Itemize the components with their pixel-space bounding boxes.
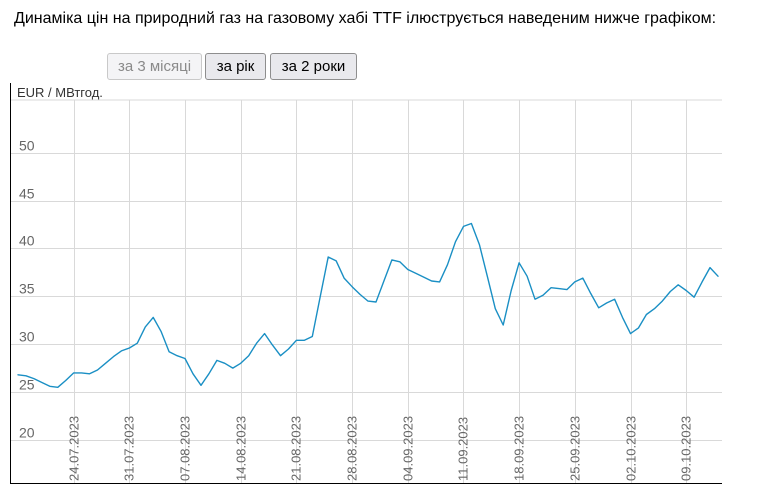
x-tick-label: 31.07.2023 xyxy=(122,416,137,481)
series-layer xyxy=(17,222,719,388)
x-tick-label: 18.09.2023 xyxy=(512,416,527,481)
x-tick-label: 14.08.2023 xyxy=(234,416,249,481)
x-tick-label: 09.10.2023 xyxy=(679,416,694,481)
y-tick-label: 35 xyxy=(19,281,35,297)
x-tick-label: 21.08.2023 xyxy=(289,416,304,481)
y-tick-label: 50 xyxy=(19,138,35,154)
intro-text: Динаміка цін на природний газ на газовом… xyxy=(14,10,717,27)
series-line xyxy=(17,222,719,388)
y-tick-label: 25 xyxy=(19,377,35,393)
x-tick-label: 02.10.2023 xyxy=(624,416,639,481)
y-tick-label: 40 xyxy=(19,233,35,249)
y-axis-unit-label: EUR / МВтгод. xyxy=(17,85,103,100)
x-tick-label: 28.08.2023 xyxy=(345,416,360,481)
y-tick-labels: 20 25 30 35 40 45 50 xyxy=(19,138,35,441)
grid-lines xyxy=(10,99,722,483)
x-tick-label: 04.09.2023 xyxy=(401,416,416,481)
x-tick-label: 25.09.2023 xyxy=(568,416,583,481)
range-2-years-button[interactable]: за 2 роки xyxy=(270,53,357,80)
range-3-months-button[interactable]: за 3 місяці xyxy=(107,53,202,80)
range-1-year-button[interactable]: за рік xyxy=(205,53,266,80)
y-tick-label: 30 xyxy=(19,329,35,345)
x-tick-label: 11.09.2023 xyxy=(456,417,471,481)
y-tick-label: 45 xyxy=(19,186,35,202)
x-tick-label: 24.07.2023 xyxy=(67,416,82,481)
y-tick-label: 20 xyxy=(19,425,35,441)
chart-axes xyxy=(10,83,722,484)
x-tick-label: 07.08.2023 xyxy=(178,416,193,481)
x-tick-labels: 24.07.2023 31.07.2023 07.08.2023 14.08.2023… xyxy=(67,416,694,481)
